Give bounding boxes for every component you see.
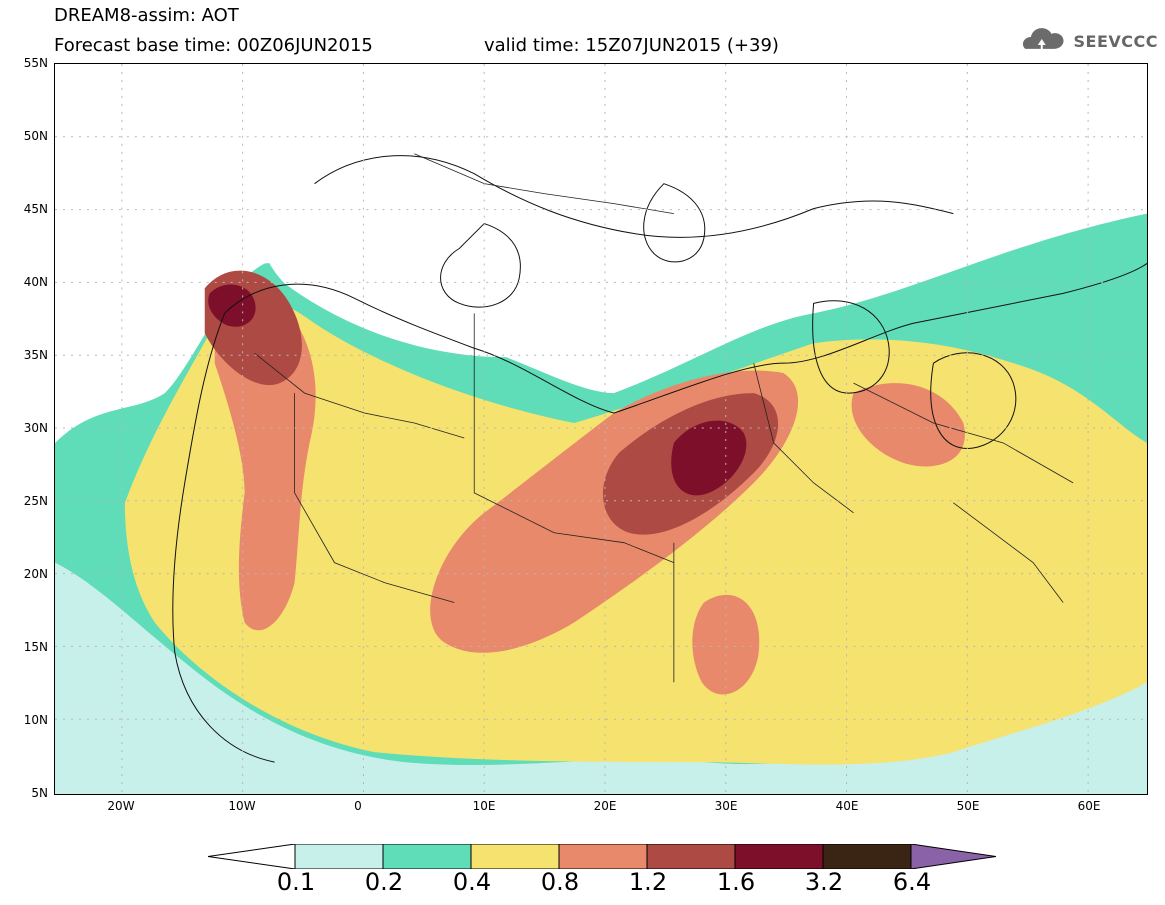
color-legend [208,844,996,869]
legend-right-arrow [910,844,996,869]
lat-label-25n: 25N [23,494,48,508]
legend-bin-2 [470,844,560,869]
lat-label-35n: 35N [23,348,48,362]
lat-label-55n: 55N [23,56,48,70]
contour-orange-west [214,295,316,631]
legend-label-3: 0.8 [540,868,580,896]
lat-label-50n: 50N [23,129,48,143]
lat-label-5n: 5N [31,786,48,800]
legend-label-7: 6.4 [892,868,932,896]
europe-white-area [234,64,918,358]
legend-bin-4 [646,844,736,869]
seevccc-logo-text: SEEVCCC [1073,31,1158,51]
contour-dark-red-west [208,284,256,327]
contour-dark-red-central [671,420,747,496]
lon-label-10w: 10W [228,799,256,813]
coastline-layer [172,155,1147,763]
lon-label-50e: 50E [956,799,980,813]
legend-bin-6 [822,844,912,869]
map-frame [54,63,1148,795]
legend-labels: 0.1 0.2 0.4 0.8 1.2 1.6 3.2 6.4 [0,870,1165,894]
contour-orange-south [692,594,760,695]
contour-light-teal-overlay [55,562,1147,794]
legend-left-arrow [208,844,296,869]
map-title: DREAM8-assim: AOT [54,5,239,26]
lon-label-0: 0 [354,799,362,813]
lon-label-20e: 20E [593,799,617,813]
lat-label-15n: 15N [23,640,48,654]
legend-label-6: 3.2 [804,868,844,896]
legend-bin-1 [382,844,472,869]
legend-label-0: 0.1 [276,868,316,896]
cloud-logo-icon [1022,28,1064,50]
lat-label-10n: 10N [23,713,48,727]
legend-bin-5 [734,844,824,869]
legend-bin-0 [294,844,384,869]
contour-orange-east [851,383,965,467]
legend-label-4: 1.2 [628,868,668,896]
lat-label-30n: 30N [23,421,48,435]
valid-time: valid time: 15Z07JUN2015 (+39) [484,35,779,56]
legend-label-1: 0.2 [364,868,404,896]
legend-label-2: 0.4 [452,868,492,896]
lon-label-40e: 40E [835,799,859,813]
lat-label-45n: 45N [23,202,48,216]
forecast-base-time: Forecast base time: 00Z06JUN2015 [54,35,373,56]
lon-label-20w: 20W [107,799,135,813]
legend-label-5: 1.6 [716,868,756,896]
seevccc-logo: SEEVCCC [1018,26,1158,56]
lon-label-60e: 60E [1077,799,1101,813]
lon-label-30e: 30E [714,799,738,813]
lat-label-20n: 20N [23,567,48,581]
aot-map-svg [55,64,1147,794]
lat-label-40n: 40N [23,275,48,289]
legend-bin-3 [558,844,648,869]
lon-label-10e: 10E [472,799,496,813]
